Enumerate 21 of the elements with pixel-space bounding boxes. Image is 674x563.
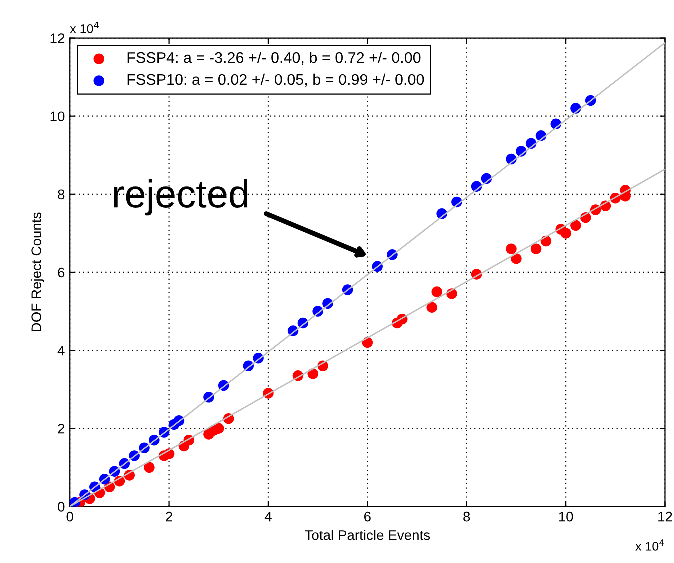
y-tick-label: 6 (58, 268, 65, 278)
x-tick-label: 6 (364, 512, 371, 522)
legend-label: FSSP4: a = -3.26 +/- 0.40, b = 0.72 +/- 0.00 (128, 52, 421, 66)
x-tick-label: 4 (264, 512, 272, 522)
x-axis-title: Total Particle Events (305, 530, 430, 540)
text: x 10$^{4}$ (70, 22, 99, 34)
y-tick-label: 10 (50, 112, 65, 122)
y-tick-label: 12 (50, 34, 65, 44)
y-axis-title: DOF Reject Counts (31, 212, 44, 332)
x-tick-label: 10 (559, 512, 574, 522)
x-tick-label: 0 (66, 512, 74, 522)
x-tick-label: 8 (464, 512, 470, 522)
x-tick-label: 12 (658, 512, 672, 522)
legend-label: FSSP10: a = 0.02 +/- 0.05, b = 0.99 +/- 0.00 (128, 74, 424, 87)
y-tick-label: 0 (58, 502, 65, 512)
y-tick-label: 4 (58, 346, 65, 356)
y-tick-label: 2 (58, 424, 65, 434)
text: x 10$^{4}$ (636, 540, 664, 551)
y-tick-label: 8 (58, 190, 65, 200)
x-tick-label: 2 (166, 512, 172, 522)
annotation: rejected (114, 179, 248, 216)
